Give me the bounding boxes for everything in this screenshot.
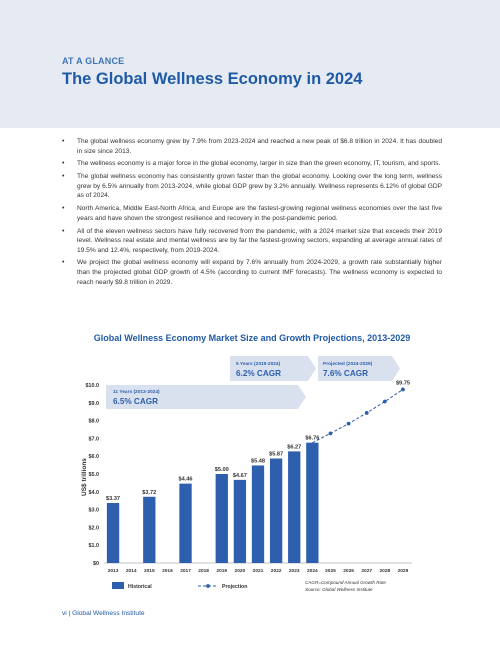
y-tick-label: $7.0 (89, 436, 100, 442)
page-title: The Global Wellness Economy in 2024 (62, 70, 363, 88)
x-tick-label: 2022 (271, 568, 282, 574)
bar (233, 479, 247, 563)
cagr-box-11-years (106, 385, 306, 409)
x-tick-label: 2023 (289, 568, 300, 574)
y-axis-label: US$ trillions (81, 458, 88, 496)
bullet-item: The wellness economy is a major force in… (62, 159, 442, 169)
bar (251, 465, 265, 563)
cagr-period-label: Projected (2024-2029) (323, 361, 373, 367)
bar (143, 496, 156, 563)
bar-value-label: $4.67 (233, 473, 247, 479)
y-tick-label: $2.0 (89, 525, 100, 531)
x-tick-label: 2016 (162, 568, 173, 574)
page-footer: vi | Global Wellness Institute (62, 610, 145, 617)
legend-historical-swatch (112, 582, 124, 589)
x-tick-label: 2026 (343, 568, 354, 574)
y-tick-label: $8.0 (89, 419, 100, 425)
bullet-item: The global wellness economy has consiste… (62, 172, 442, 201)
bar (215, 474, 228, 563)
x-tick-label: 2019 (216, 568, 227, 574)
cagr-period-label: 5 Years (2019-2024) (236, 361, 281, 367)
x-tick-label: 2015 (144, 568, 155, 574)
bar-value-label: $6.76 (305, 436, 319, 442)
bar-value-label: $5.87 (269, 452, 283, 458)
x-tick-label: 2018 (198, 568, 209, 574)
projection-point (346, 421, 351, 426)
header-band (0, 0, 500, 128)
y-tick-label: $9.0 (89, 401, 100, 407)
bullet-item: The global wellness economy grew by 7.9%… (62, 137, 442, 156)
x-tick-label: 2025 (325, 568, 336, 574)
eyebrow-label: AT A GLANCE (62, 56, 125, 66)
projection-point (401, 387, 405, 392)
projection-point (328, 431, 333, 436)
y-tick-label: $4.0 (89, 490, 100, 496)
bar-value-label: $5.00 (215, 467, 229, 473)
chart-source: Source: Global Wellness Institute (305, 587, 373, 592)
bar-value-label: $4.46 (179, 477, 193, 483)
bar (288, 451, 301, 563)
bullet-item: All of the eleven wellness sectors have … (62, 227, 442, 256)
x-tick-label: 2024 (307, 568, 318, 574)
bullet-list: The global wellness economy grew by 7.9%… (62, 137, 442, 290)
x-tick-label: 2020 (235, 568, 246, 574)
y-tick-label: $6.0 (89, 454, 100, 460)
bar-value-label: $6.27 (287, 444, 301, 450)
bullet-item: We project the global wellness economy w… (62, 258, 442, 287)
cagr-value-label: 6.2% CAGR (236, 369, 281, 378)
bar-value-label: $5.48 (251, 458, 265, 464)
bar-value-label: $3.72 (142, 490, 156, 496)
chart-note: CAGR=Compound Annual Growth Rate (305, 580, 386, 585)
cagr-period-label: 11 Years (2013-2024) (113, 389, 160, 395)
bar (306, 442, 319, 563)
projection-end-label: $9.75 (396, 380, 410, 386)
x-tick-label: 2029 (398, 568, 409, 574)
projection-point (364, 411, 369, 415)
legend-historical-label: Historical (128, 584, 152, 590)
legend-projection-marker (206, 584, 210, 588)
x-tick-label: 2013 (108, 568, 119, 574)
y-tick-label: $5.0 (89, 472, 100, 478)
cagr-box-5-years (230, 356, 316, 381)
bar (269, 458, 283, 563)
bullet-item: North America, Middle East-North Africa,… (62, 204, 442, 223)
legend-projection-label: Projection (222, 584, 247, 590)
cagr-value-label: 7.6% CAGR (323, 369, 368, 378)
bar (106, 503, 120, 563)
x-tick-label: 2017 (180, 568, 191, 574)
x-tick-label: 2021 (253, 568, 264, 574)
projection-line (312, 389, 404, 444)
projection-point (382, 399, 387, 404)
bar (179, 483, 192, 563)
x-tick-label: 2014 (126, 568, 137, 574)
y-tick-label: $0 (93, 561, 99, 567)
chart-title: Global Wellness Economy Market Size and … (93, 333, 411, 343)
bar-value-label: $3.37 (106, 496, 120, 502)
cagr-box-projected (318, 356, 400, 381)
y-tick-label: $1.0 (89, 543, 100, 549)
y-tick-label: $10.0 (86, 383, 100, 389)
x-tick-label: 2028 (379, 568, 390, 574)
cagr-value-label: 6.5% CAGR (113, 397, 158, 406)
x-tick-label: 2027 (361, 568, 372, 574)
y-tick-label: $3.0 (89, 508, 100, 514)
